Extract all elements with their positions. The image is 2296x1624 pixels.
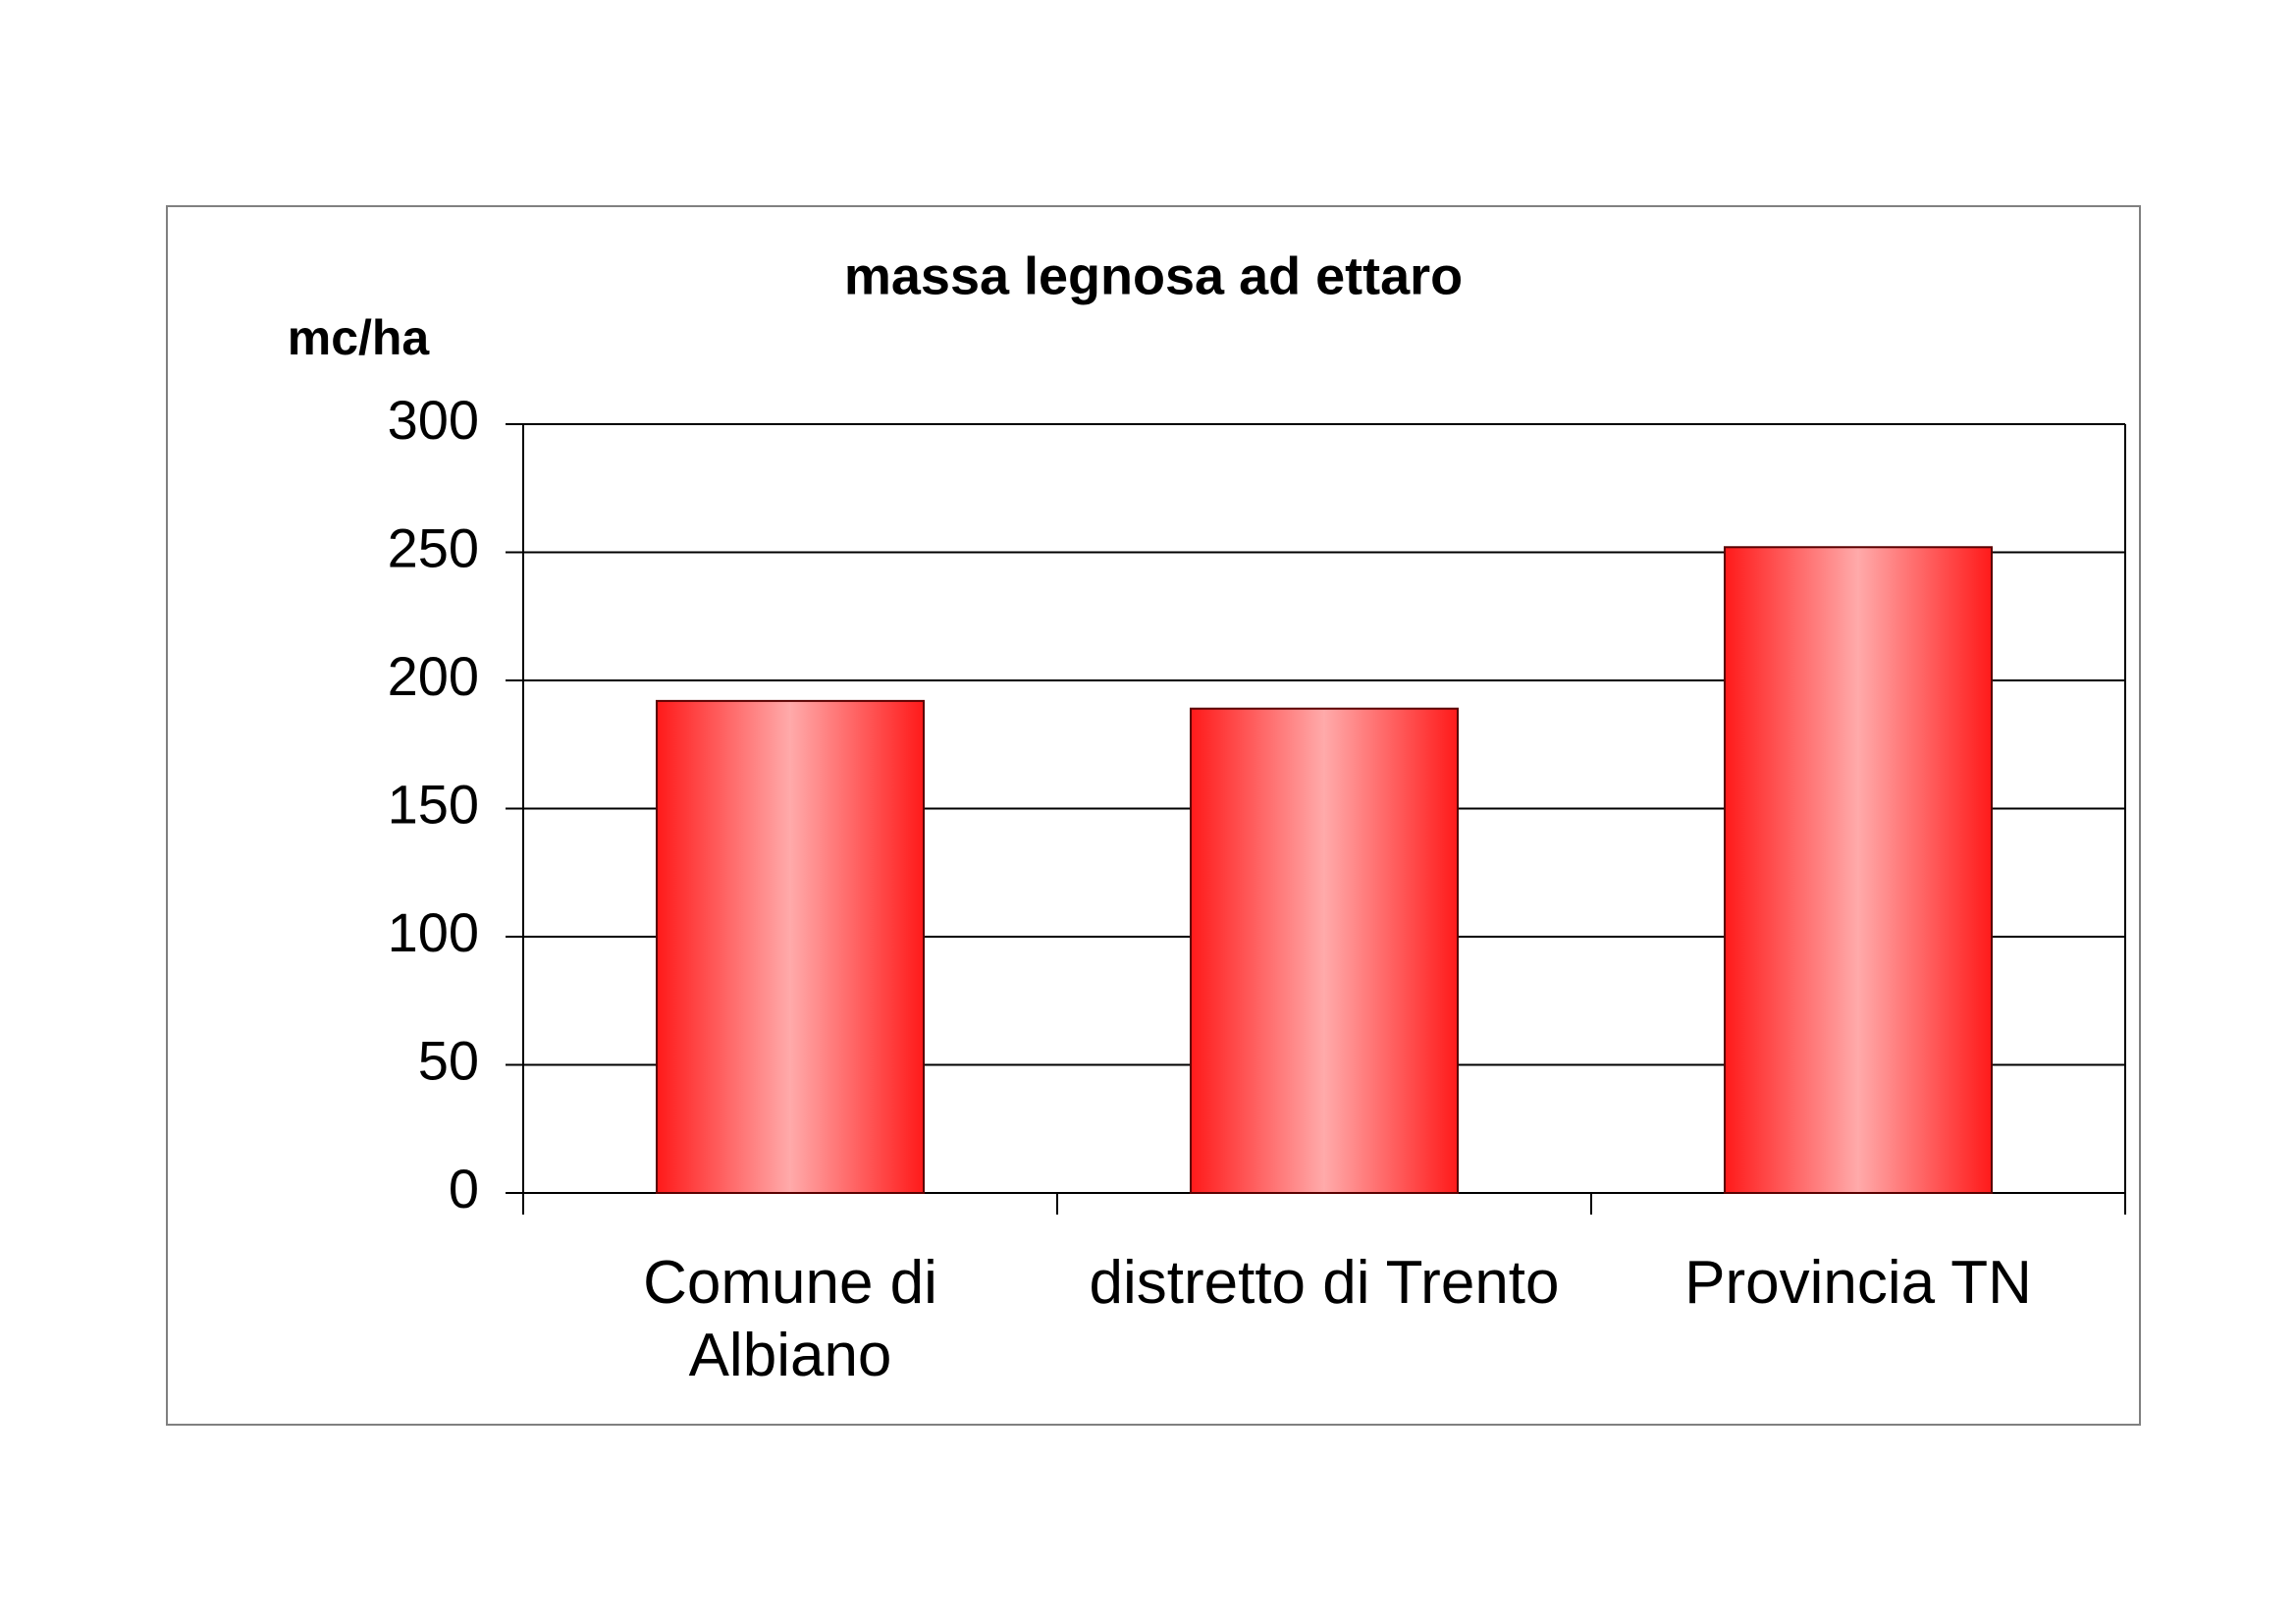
bar xyxy=(656,699,925,1194)
bar xyxy=(1724,546,1993,1194)
x-tick-label: distretto di Trento xyxy=(1089,1249,1560,1317)
chart-title: massa legnosa ad ettaro xyxy=(844,246,1463,305)
y-tick-label: 0 xyxy=(449,1158,479,1219)
y-tick-label: 300 xyxy=(388,389,479,451)
y-tick-label: 250 xyxy=(388,516,479,578)
x-tick-label: Provincia TN xyxy=(1684,1249,2032,1317)
y-tick-label: 200 xyxy=(388,645,479,707)
y-tick-label: 50 xyxy=(418,1029,479,1091)
y-tick-label: 100 xyxy=(388,901,479,963)
y-axis-label: mc/ha xyxy=(288,310,431,365)
y-tick-label: 150 xyxy=(388,773,479,835)
x-tick-label: Comune di Albiano xyxy=(643,1249,937,1389)
bar xyxy=(1190,707,1459,1195)
